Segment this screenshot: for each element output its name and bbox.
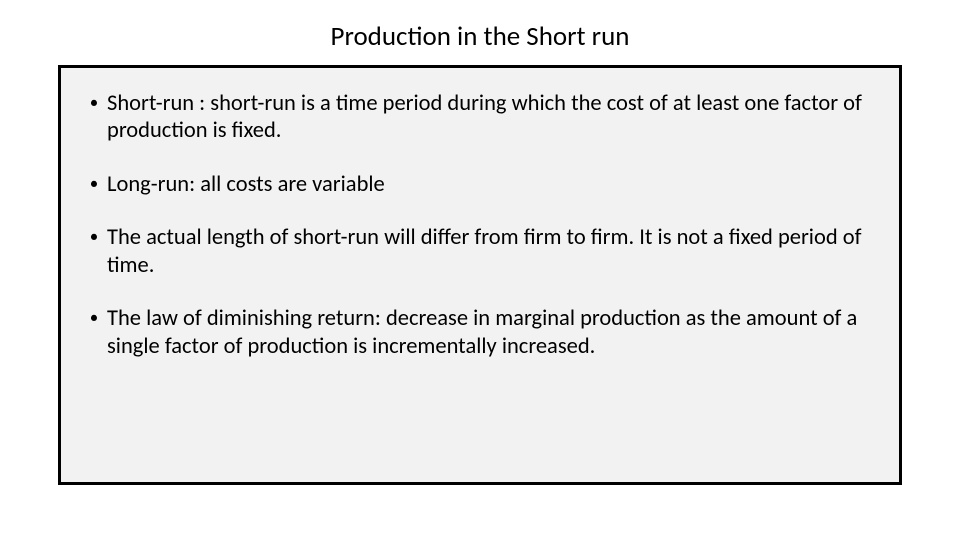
- bullet-marker-icon: •: [81, 171, 107, 195]
- slide: Production in the Short run • Short-run …: [0, 0, 960, 540]
- bullet-text: Short-run : short-run is a time period d…: [107, 90, 871, 145]
- bullet-text: The law of diminishing return: decrease …: [107, 305, 871, 360]
- bullet-text: Long-run: all costs are variable: [107, 171, 871, 198]
- bullet-item: • The actual length of short-run will di…: [81, 224, 871, 279]
- slide-title: Production in the Short run: [58, 20, 902, 53]
- content-box: • Short-run : short-run is a time period…: [58, 65, 902, 485]
- bullet-marker-icon: •: [81, 90, 107, 114]
- bullet-item: • Short-run : short-run is a time period…: [81, 90, 871, 145]
- bullet-text: The actual length of short-run will diff…: [107, 224, 871, 279]
- bullet-item: • The law of diminishing return: decreas…: [81, 305, 871, 360]
- bullet-item: • Long-run: all costs are variable: [81, 171, 871, 198]
- bullet-marker-icon: •: [81, 305, 107, 329]
- bullet-marker-icon: •: [81, 224, 107, 248]
